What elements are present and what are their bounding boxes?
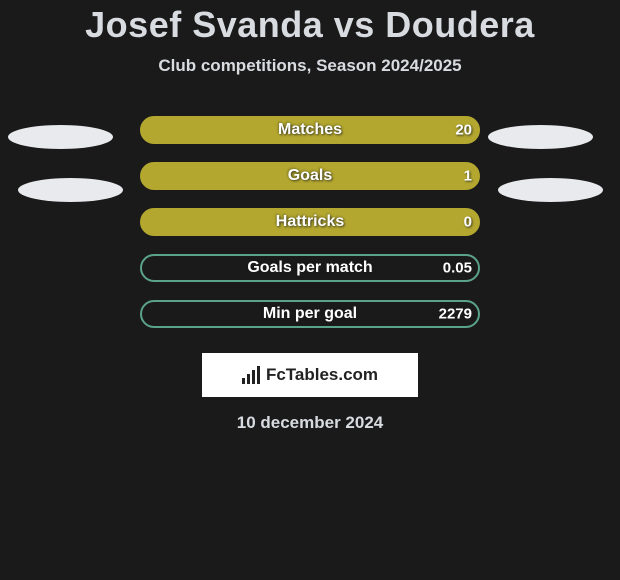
player-ellipse — [498, 178, 603, 202]
page-subtitle: Club competitions, Season 2024/2025 — [0, 56, 620, 76]
logo-bars-icon — [242, 366, 262, 384]
stat-row: Goals per match 0.05 — [140, 254, 480, 282]
player-ellipse — [18, 178, 123, 202]
stat-label: Goals per match — [247, 259, 372, 277]
stat-label: Matches — [278, 121, 342, 139]
comparison-infographic: Josef Svanda vs Doudera Club competition… — [0, 0, 620, 580]
stat-row: Hattricks 0 — [140, 208, 480, 236]
stat-row: Matches 20 — [140, 116, 480, 144]
stat-value-right: 20 — [455, 122, 472, 139]
logo-box: FcTables.com — [202, 353, 418, 397]
stat-value-right: 1 — [464, 168, 472, 185]
stat-value-right: 2279 — [439, 306, 472, 323]
page-title: Josef Svanda vs Doudera — [0, 0, 620, 46]
stat-value-right: 0 — [464, 214, 472, 231]
stat-label: Hattricks — [276, 213, 344, 231]
stat-label: Goals — [288, 167, 332, 185]
player-ellipse — [488, 125, 593, 149]
stat-value-right: 0.05 — [443, 260, 472, 277]
chart-area: Matches 20 Goals 1 Hattricks 0 Goals per match… — [0, 116, 620, 433]
stat-label: Min per goal — [263, 305, 357, 323]
date-line: 10 december 2024 — [0, 413, 620, 433]
stat-row: Goals 1 — [140, 162, 480, 190]
logo-text: FcTables.com — [266, 365, 378, 385]
player-ellipse — [8, 125, 113, 149]
stat-row: Min per goal 2279 — [140, 300, 480, 328]
logo: FcTables.com — [242, 365, 378, 385]
